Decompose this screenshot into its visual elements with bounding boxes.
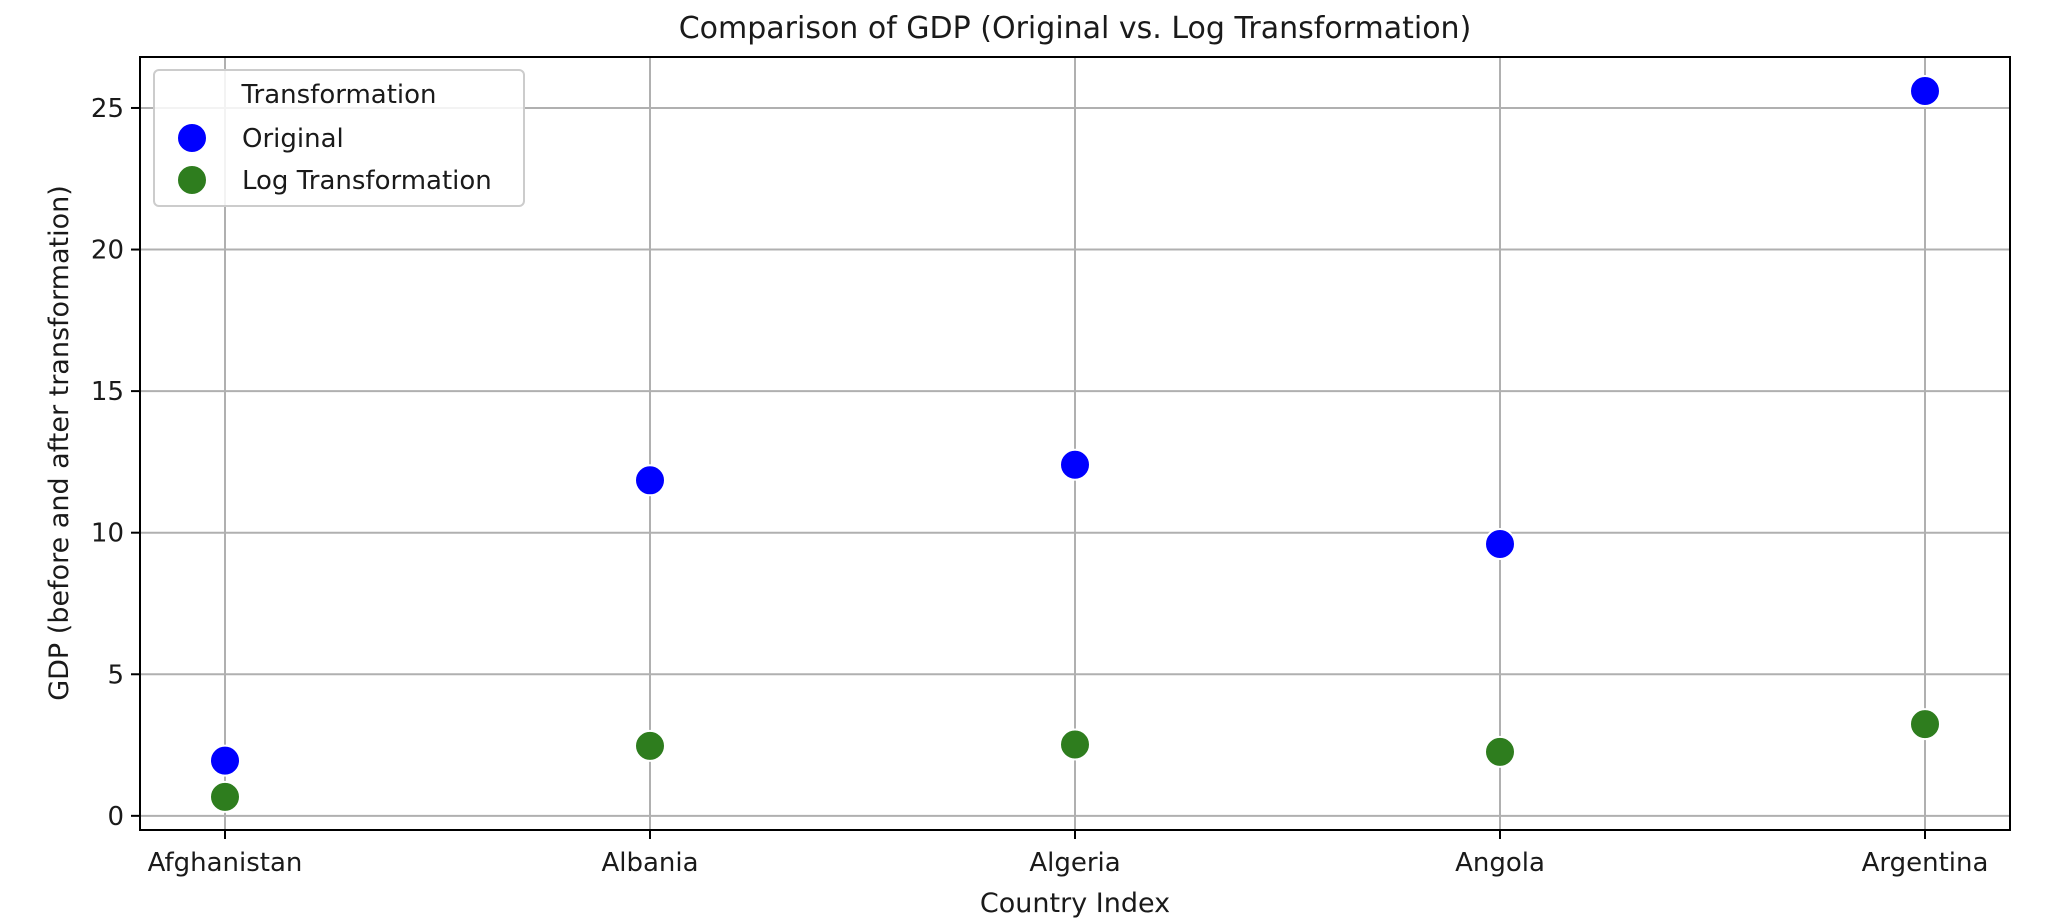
y-tick-label: 5: [107, 660, 124, 690]
legend-label-log-transformation: Log Transformation: [242, 166, 492, 196]
x-tick-label-algeria: Algeria: [1029, 848, 1120, 878]
x-tick-label-argentina: Argentina: [1862, 848, 1989, 878]
legend-marker-original: [176, 122, 208, 154]
y-tick-label: 10: [91, 519, 124, 549]
y-axis-label: GDP (before and after transformation): [44, 185, 75, 701]
data-points: [209, 74, 1941, 813]
point-original-afghanistan: [209, 744, 241, 777]
point-original-angola: [1484, 528, 1516, 561]
point-log-transformation-albania: [634, 729, 666, 762]
legend-marker-log-transformation: [176, 164, 208, 196]
x-tick-label-albania: Albania: [601, 848, 698, 878]
point-log-transformation-angola: [1484, 735, 1516, 768]
point-original-argentina: [1909, 74, 1941, 107]
legend-box: [153, 69, 525, 207]
x-axis: Afghanistan Albania Algeria Angola Argentina: [148, 830, 1989, 878]
x-tick-label-angola: Angola: [1455, 848, 1545, 878]
y-tick-label: 25: [91, 94, 124, 124]
point-log-transformation-afghanistan: [209, 780, 241, 813]
y-tick-label: 15: [91, 377, 124, 407]
legend-title: Transformation: [240, 80, 436, 110]
point-original-algeria: [1059, 448, 1091, 481]
y-tick-label: 0: [107, 802, 124, 832]
y-axis: 0 5 10 15 20 25: [91, 94, 140, 832]
point-log-transformation-argentina: [1909, 708, 1941, 741]
legend: Transformation Original Log Transformati…: [153, 69, 525, 207]
point-original-albania: [634, 464, 666, 497]
x-tick-label-afghanistan: Afghanistan: [148, 848, 303, 878]
legend-label-original: Original: [242, 124, 344, 154]
x-axis-label: Country Index: [980, 888, 1170, 918]
chart-title: Comparison of GDP (Original vs. Log Tran…: [679, 11, 1472, 46]
y-tick-label: 20: [91, 236, 124, 266]
point-log-transformation-algeria: [1059, 728, 1091, 761]
